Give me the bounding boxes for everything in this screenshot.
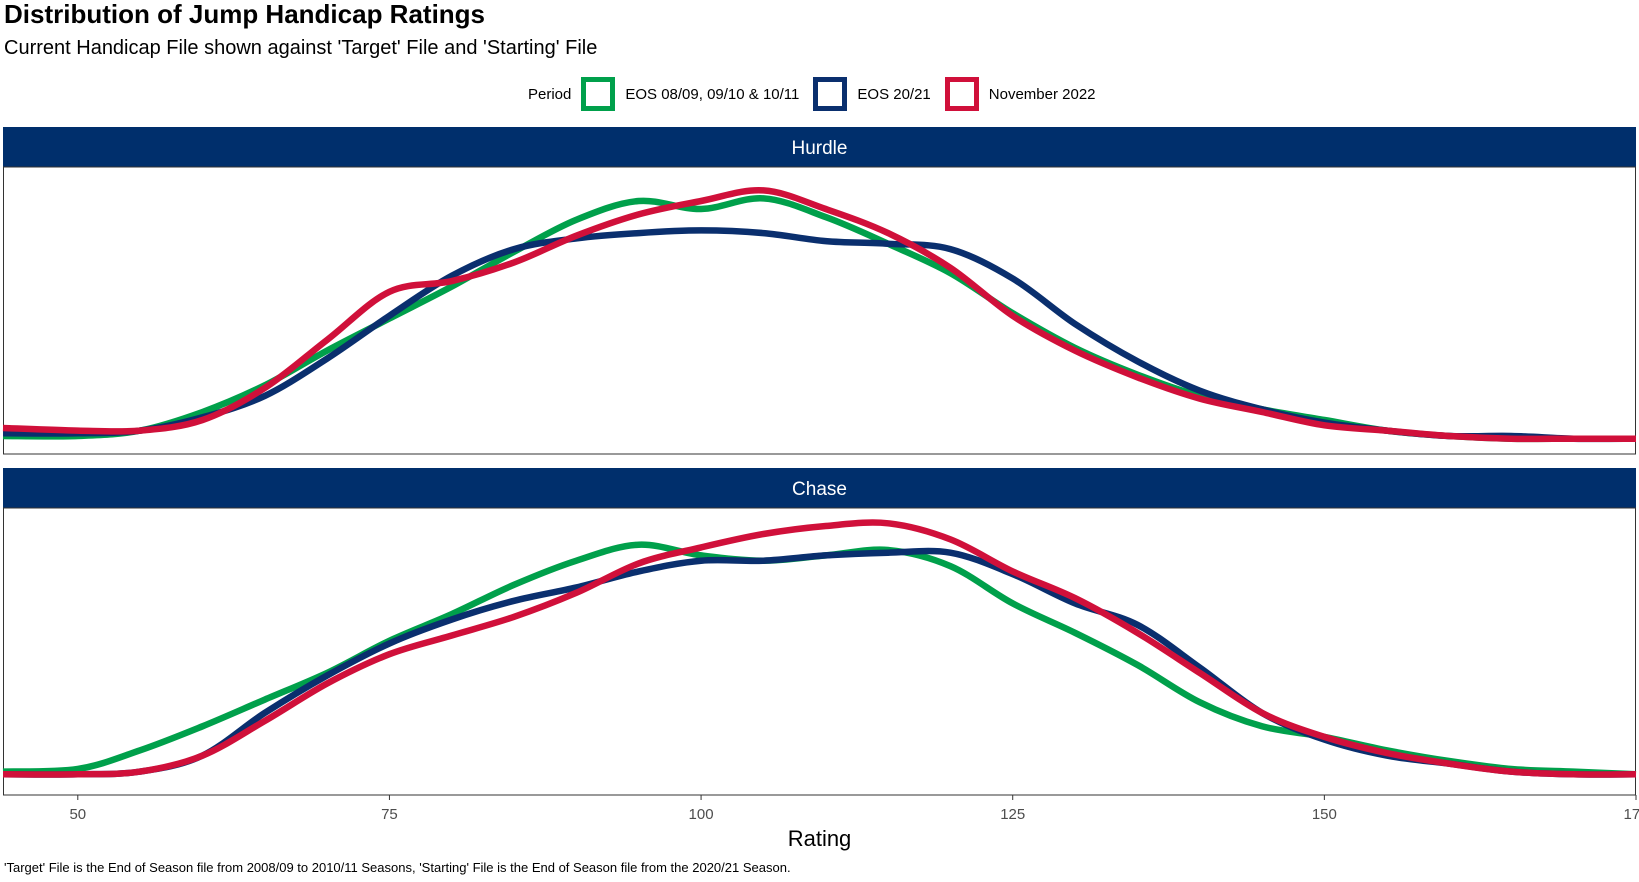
density-line — [2, 519, 1637, 778]
legend-item-eos-0809-1011: EOS 08/09, 09/10 & 10/11 — [581, 77, 805, 111]
panel-border — [3, 507, 1636, 796]
legend: Period EOS 08/09, 09/10 & 10/11 EOS 20/2… — [528, 74, 1110, 114]
facet-hurdle: Hurdle — [2, 127, 1637, 455]
x-tick-label: 50 — [69, 806, 86, 823]
facet-strip — [3, 468, 1636, 508]
legend-title: Period — [528, 85, 572, 103]
legend-item-eos-2021: EOS 20/21 — [813, 77, 936, 111]
chart-caption: 'Target' File is the End of Season file … — [4, 860, 791, 875]
x-tick-label: 150 — [1312, 806, 1337, 823]
x-tick-label: 175 — [1623, 806, 1639, 823]
legend-label: EOS 08/09, 09/10 & 10/11 — [625, 85, 800, 103]
x-tick-label: 75 — [381, 806, 398, 823]
x-tick-label: 125 — [1000, 806, 1025, 823]
chart-title: Distribution of Jump Handicap Ratings — [4, 0, 486, 29]
density-line — [2, 187, 1636, 443]
density-line — [2, 547, 1637, 778]
legend-key-blue — [813, 77, 848, 111]
chart-subtitle: Current Handicap File shown against 'Tar… — [4, 37, 598, 59]
density-line — [2, 541, 1637, 778]
legend-label: EOS 20/21 — [857, 85, 931, 103]
legend-label: November 2022 — [988, 85, 1096, 103]
legend-item-november-2022: November 2022 — [944, 77, 1102, 111]
facet-strip — [3, 127, 1636, 167]
x-axis-label: Rating — [788, 826, 852, 851]
x-tick-label: 100 — [689, 806, 714, 823]
density-line — [2, 227, 1637, 443]
facet-strip-label: Chase — [792, 479, 847, 500]
legend-key-red — [944, 77, 979, 111]
facet-chase: Chase — [2, 468, 1637, 796]
legend-key-green — [581, 77, 616, 111]
facet-strip-label: Hurdle — [792, 138, 848, 159]
panel-border — [3, 166, 1636, 455]
